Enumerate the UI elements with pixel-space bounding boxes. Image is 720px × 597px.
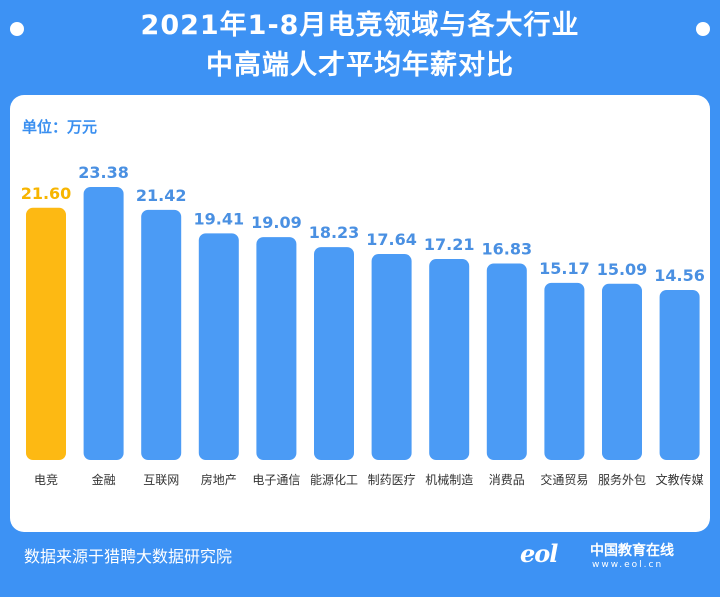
value-label: 21.42 [136, 186, 187, 205]
value-label: 17.21 [424, 235, 475, 254]
bar-电竞 [26, 207, 66, 460]
bar-电子通信 [256, 237, 297, 460]
category-label: 文教传媒 [656, 472, 704, 487]
unit-label: 单位：万元 [22, 118, 98, 136]
value-label: 19.09 [251, 213, 302, 232]
category-label: 电子通信 [252, 473, 300, 487]
value-label: 17.64 [366, 230, 417, 249]
category-label: 制药医疗 [368, 473, 416, 487]
decorative-dot-left [10, 22, 24, 36]
category-label: 交通贸易 [540, 472, 588, 487]
bar-制药医疗 [371, 254, 412, 460]
bar-互联网 [141, 209, 182, 460]
eol-logo-mark: eol [520, 539, 558, 568]
value-label: 23.38 [78, 163, 129, 182]
bar-文教传媒 [659, 289, 700, 460]
eol-logo: eol 中国教育在线 www.eol.cn [520, 537, 715, 577]
bar-金融 [83, 187, 124, 460]
eol-logo-name: 中国教育在线 [590, 543, 674, 559]
category-label: 电竞 [34, 473, 58, 487]
bar-服务外包 [602, 283, 642, 460]
category-label: 能源化工 [310, 473, 358, 487]
value-label: 14.56 [654, 266, 705, 285]
category-label: 服务外包 [598, 472, 646, 487]
eol-logo-url: www.eol.cn [592, 560, 664, 570]
category-label: 消费品 [489, 473, 525, 487]
value-label: 15.17 [539, 259, 590, 278]
bar-消费品 [486, 263, 527, 460]
bar-房地产 [198, 233, 239, 460]
title-line-1: 2021年1-8月电竞领域与各大行业 [140, 10, 580, 41]
title-line-2: 中高端人才平均年薪对比 [206, 50, 514, 81]
value-label: 15.09 [597, 260, 648, 279]
value-label: 21.60 [21, 184, 72, 203]
chart-panel [10, 95, 710, 532]
bar-机械制造 [429, 259, 470, 460]
value-label: 18.23 [309, 223, 360, 242]
category-label: 房地产 [201, 472, 237, 487]
bar-交通贸易 [544, 282, 585, 460]
category-label: 互联网 [143, 473, 179, 487]
bar-能源化工 [314, 247, 354, 460]
value-label: 16.83 [481, 239, 532, 258]
category-label: 机械制造 [425, 472, 473, 487]
decorative-dot-right [696, 22, 710, 36]
chart-title: 2021年1-8月电竞领域与各大行业 中高端人才平均年薪对比 [0, 6, 720, 86]
source-note: 数据来源于猎聘大数据研究院 [24, 547, 233, 566]
category-label: 金融 [92, 472, 116, 487]
value-label: 19.41 [193, 209, 244, 228]
